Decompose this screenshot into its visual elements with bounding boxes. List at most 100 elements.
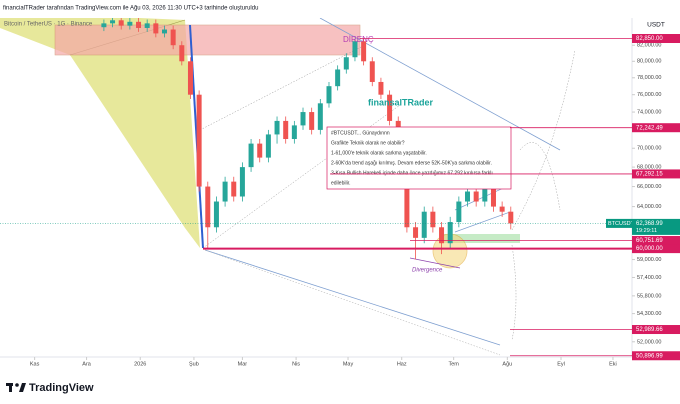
candle-body	[352, 41, 358, 58]
x-tick-label: Nis	[292, 361, 300, 367]
candle-body	[421, 211, 427, 238]
y-tick-label: 52,000.00	[637, 339, 661, 345]
price-tag	[632, 218, 680, 235]
x-tick-label: Mar	[238, 361, 248, 367]
candle-body	[387, 94, 393, 121]
candle-body	[265, 134, 271, 158]
x-tick-label: Eyl	[557, 361, 565, 367]
level-tag	[632, 325, 680, 335]
projection	[511, 49, 576, 231]
candle-body	[213, 201, 219, 228]
candle-body	[499, 206, 505, 212]
note: #BTCUSDT... Günaydınnn Grafikte Teknik ol…	[331, 130, 493, 186]
level-label: 52,989.66	[636, 327, 663, 333]
x-tick-label: 2026	[134, 361, 146, 367]
candle-body	[300, 112, 306, 126]
candle-body	[222, 181, 228, 202]
note-line: #BTCUSDT... Günaydınnn	[331, 130, 390, 136]
y-tick-label: 74,000.00	[637, 110, 661, 116]
projection	[519, 142, 561, 211]
candle-body	[239, 167, 245, 197]
y-tick-label: 82,000.00	[637, 43, 661, 49]
candle-body	[205, 186, 211, 228]
candle-body	[361, 41, 367, 62]
candle-body	[161, 29, 167, 34]
x-tick-label: Ara	[82, 361, 92, 367]
candle-body	[465, 191, 471, 202]
x-tick-label: Haz	[397, 361, 407, 367]
y-tick-label: 57,400.00	[637, 275, 661, 281]
note-line: 3-Kısa Bullish Harekeli içinde daha önce…	[331, 170, 493, 176]
y-tick-label: 68,000.00	[637, 165, 661, 171]
candle-body	[439, 227, 445, 244]
level-label: 72,242.49	[636, 125, 663, 131]
y-tick-label: 55,800.00	[637, 293, 661, 299]
note-line: Grafikte Teknik olarak ne olabilir?	[331, 140, 405, 146]
trend-line	[204, 249, 501, 346]
dotted-line	[204, 249, 501, 356]
brand: TradingView	[29, 382, 94, 394]
channel-line	[199, 44, 366, 131]
level-tag	[632, 34, 680, 44]
x-tick-label: Kas	[30, 361, 40, 367]
candle-body	[274, 120, 280, 135]
resistance-box	[54, 24, 361, 56]
candle-body	[136, 21, 142, 28]
candle-body	[118, 20, 124, 26]
candle-body	[291, 125, 297, 140]
candle-body	[343, 57, 349, 70]
symbol-title: Bitcoin / TetherUS · 1G · Binance	[4, 22, 93, 28]
note-box	[326, 126, 512, 190]
note-line: 2-60K'da trend aşağı kırılmış. Devam ede…	[331, 160, 492, 166]
price-label: 62,368.99	[636, 221, 663, 227]
x-tick-label: May	[343, 361, 354, 367]
x-tick-label: Eki	[609, 361, 617, 367]
wedge-line	[454, 211, 511, 233]
level-tag	[632, 169, 680, 179]
candle-body	[413, 227, 419, 238]
y-tick-label: 59,000.00	[637, 257, 661, 263]
candle-body	[456, 201, 462, 223]
x-tick-label: Şub	[189, 361, 199, 367]
y-tick-label: 54,300.00	[637, 311, 661, 317]
divergence-line	[409, 257, 461, 269]
candle-body	[144, 23, 150, 28]
candle-body	[187, 61, 193, 95]
y-axis-unit: USDT	[647, 22, 665, 29]
drawings	[0, 18, 576, 356]
candle-body	[101, 23, 107, 28]
candle-body	[248, 143, 254, 168]
x-tick-label: Ağu	[502, 361, 512, 367]
candle-body	[378, 81, 384, 95]
divergence-label: Divergence	[412, 268, 443, 274]
x-tick-label: Tem	[448, 361, 459, 367]
candle-body	[127, 21, 133, 26]
candle-body	[283, 120, 289, 140]
candle-body	[326, 86, 332, 104]
candle-body	[430, 211, 436, 228]
price-tag	[606, 218, 632, 228]
y-tick-label: 70,000.00	[637, 146, 661, 152]
level-label: 82,850.00	[636, 36, 663, 42]
level-tag	[632, 244, 680, 254]
candle-body	[179, 45, 185, 62]
support-zone	[440, 234, 520, 243]
series	[101, 18, 514, 260]
level-tag	[632, 351, 680, 361]
y-tick-label: 80,000.00	[637, 59, 661, 65]
level-label: 60,751.69	[636, 238, 663, 244]
candle-body	[447, 222, 453, 244]
candle-body	[309, 112, 315, 130]
candle-body	[335, 69, 341, 87]
brand-logo	[6, 383, 26, 392]
note-line: 1-61,000'e teknik olarak sarkma yaşatabi…	[331, 150, 427, 156]
candle-body	[257, 143, 263, 158]
candle-body	[473, 191, 479, 202]
level-label: 50,896.99	[636, 353, 663, 359]
candle-body	[170, 29, 176, 46]
caption: financialTRader tarafından TradingView.c…	[3, 6, 258, 12]
price-symbol: BTCUSDT	[608, 221, 635, 227]
candle-body	[317, 103, 323, 130]
